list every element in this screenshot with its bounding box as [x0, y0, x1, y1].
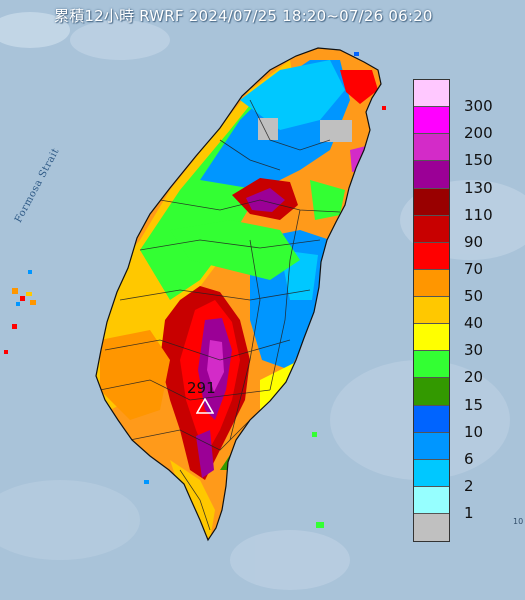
legend-label: 30	[464, 341, 484, 359]
map-title: 累積12小時 RWRF 2024/07/25 18:20~07/26 06:20	[54, 7, 433, 25]
county-borders	[99, 99, 341, 531]
legend-label: 1	[464, 504, 474, 522]
legend-swatch	[414, 432, 449, 460]
legend-label: 10	[464, 423, 484, 441]
legend-swatch	[414, 80, 449, 108]
legend-label: 150	[464, 151, 493, 169]
legend-swatch	[414, 486, 449, 514]
max-rainfall-value: 291	[187, 379, 216, 397]
color-legend	[413, 79, 450, 543]
legend-swatch	[414, 107, 449, 135]
legend-label: 20	[464, 368, 484, 386]
legend-swatch	[414, 297, 449, 325]
legend-swatch	[414, 134, 449, 162]
corner-text: 10	[513, 517, 524, 526]
legend-label: 110	[464, 206, 493, 224]
legend-swatch	[414, 188, 449, 216]
legend-swatch	[414, 242, 449, 270]
legend-swatch	[414, 514, 449, 542]
legend-swatch	[414, 161, 449, 189]
legend-swatch	[414, 269, 449, 297]
legend-swatch	[414, 459, 449, 487]
taiwan-rainfall	[96, 48, 381, 540]
legend-swatch	[414, 324, 449, 352]
legend-label: 50	[464, 287, 484, 305]
legend-label: 90	[464, 233, 484, 251]
legend-swatch	[414, 378, 449, 406]
legend-label: 130	[464, 179, 493, 197]
legend-label: 200	[464, 124, 493, 142]
legend-swatch	[414, 351, 449, 379]
legend-label: 70	[464, 260, 484, 278]
legend-label: 300	[464, 97, 493, 115]
triangle-station-icon	[196, 398, 214, 414]
legend-label: 40	[464, 314, 484, 332]
legend-label: 6	[464, 450, 474, 468]
legend-swatch	[414, 215, 449, 243]
legend-label: 15	[464, 396, 484, 414]
offshore-rain-cells	[4, 52, 386, 528]
legend-label: 2	[464, 477, 474, 495]
legend-swatch	[414, 405, 449, 433]
